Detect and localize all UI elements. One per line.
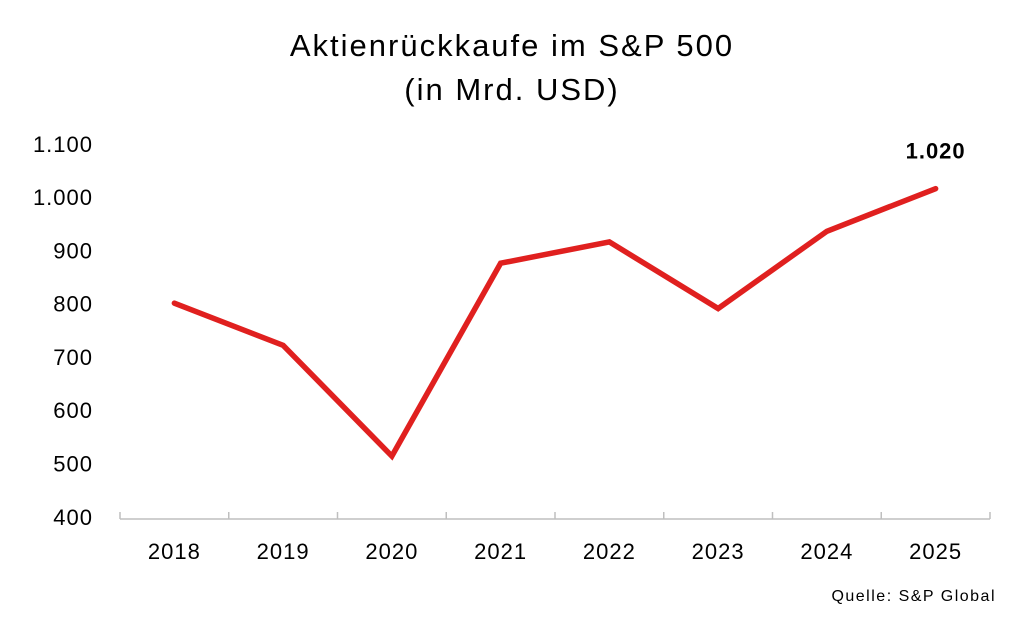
chart-title: Aktienrückkaufe im S&P 500: [290, 28, 734, 63]
x-tick-label: 2021: [474, 539, 527, 564]
y-tick-label: 500: [53, 452, 93, 477]
x-tick-label: 2024: [800, 539, 853, 564]
x-tick-label: 2018: [148, 539, 201, 564]
data-label: 1.020: [906, 138, 966, 163]
x-tick-label: 2022: [583, 539, 636, 564]
y-tick-label: 900: [53, 238, 93, 263]
data-line: [171, 185, 939, 461]
x-tick-label: 2020: [365, 539, 418, 564]
y-tick-label: 1.000: [33, 185, 93, 210]
chart-subtitle: (in Mrd. USD): [404, 72, 619, 107]
x-tick-label: 2019: [257, 539, 310, 564]
y-tick-label: 600: [53, 398, 93, 423]
x-tick-label: 2023: [692, 539, 745, 564]
y-tick-label: 700: [53, 345, 93, 370]
source-note: Quelle: S&P Global: [831, 588, 996, 605]
y-tick-label: 800: [53, 292, 93, 317]
x-tick-label: 2025: [909, 539, 962, 564]
y-tick-label: 1.100: [33, 132, 93, 157]
y-tick-label: 400: [53, 505, 93, 530]
